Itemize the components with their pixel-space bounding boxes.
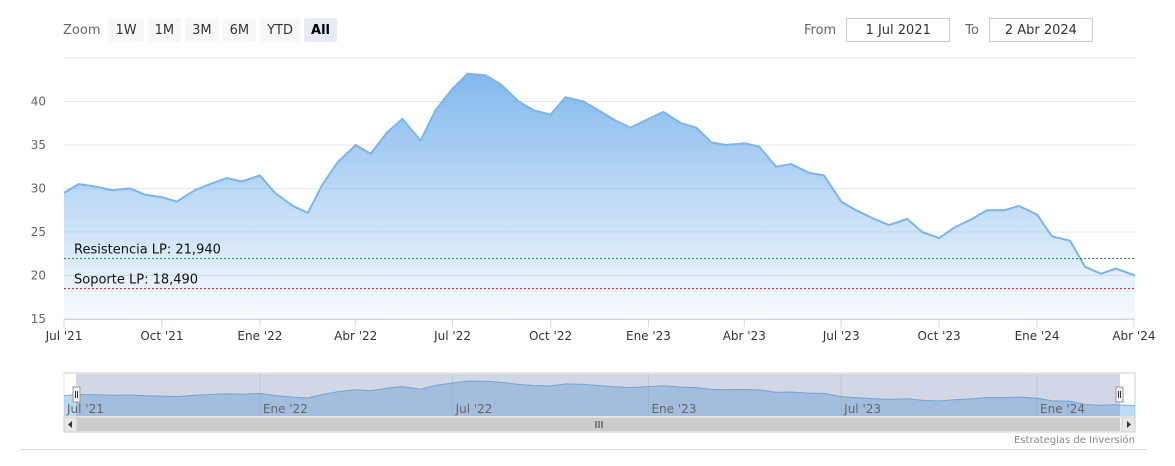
zoom-ytd-button[interactable]: YTD bbox=[260, 18, 301, 42]
arrow-right-icon bbox=[1127, 421, 1131, 428]
zoom-1w-button[interactable]: 1W bbox=[108, 18, 144, 42]
x-axis: Jul '21 Oct '21 Ene '22 Abr '22 Jul '22 Oct '… bbox=[45, 319, 1156, 343]
zoom-all-button[interactable]: All bbox=[304, 18, 337, 42]
navigator-tick-label: Ene '23 bbox=[651, 402, 696, 416]
navigator-tick-label: Jul '21 bbox=[66, 402, 104, 416]
navigator-tick-label: Ene '24 bbox=[1040, 402, 1085, 416]
y-tick-label: 35 bbox=[31, 138, 46, 152]
y-tick-label: 25 bbox=[31, 225, 46, 239]
arrow-left-icon bbox=[68, 421, 72, 428]
x-tick-label: Oct '22 bbox=[529, 329, 572, 343]
x-tick-label: Jul '21 bbox=[45, 329, 83, 343]
navigator-axis: Jul '21 Ene '22 Jul '22 Ene '23 Jul '23 Ene '… bbox=[66, 402, 1085, 416]
navigator-series bbox=[63, 380, 1136, 416]
zoom-selector: Zoom 1W 1M 3M 6M YTD All bbox=[63, 18, 337, 42]
y-axis: 15 20 25 30 35 40 bbox=[31, 95, 46, 327]
support-label: Soporte LP: 18,490 bbox=[74, 273, 198, 288]
x-tick-label: Ene '23 bbox=[626, 329, 671, 343]
support-resistance-lines: Resistencia LP: 21,940 Soporte LP: 18,490 bbox=[64, 243, 1135, 290]
series-area bbox=[64, 73, 1135, 319]
date-range-inputs: From 1 Jul 2021 To 2 Abr 2024 bbox=[804, 18, 1093, 42]
x-tick-label: Abr '22 bbox=[334, 329, 377, 343]
y-tick-label: 20 bbox=[31, 269, 46, 283]
scroll-right-button[interactable] bbox=[1121, 416, 1136, 433]
x-tick-label: Oct '21 bbox=[140, 329, 183, 343]
zoom-6m-button[interactable]: 6M bbox=[222, 18, 257, 42]
x-tick-label: Ene '24 bbox=[1015, 329, 1060, 343]
y-tick-label: 40 bbox=[31, 95, 46, 109]
scroll-left-button[interactable] bbox=[63, 416, 78, 433]
resistance-label: Resistencia LP: 21,940 bbox=[74, 243, 221, 258]
from-label: From bbox=[804, 22, 837, 38]
navigator-selected-range bbox=[76, 374, 1120, 416]
navigator-tick-label: Jul '23 bbox=[843, 402, 881, 416]
y-tick-label: 30 bbox=[31, 182, 46, 196]
from-date-input[interactable]: 1 Jul 2021 bbox=[846, 18, 951, 42]
divider bbox=[20, 449, 1147, 450]
credits-text: Estrategias de Inversión bbox=[1014, 435, 1135, 446]
x-tick-label: Abr '24 bbox=[1112, 329, 1155, 343]
plot-area bbox=[63, 72, 1136, 319]
navigator-right-handle[interactable] bbox=[1115, 386, 1124, 403]
to-date-input[interactable]: 2 Abr 2024 bbox=[988, 18, 1093, 42]
zoom-1m-button[interactable]: 1M bbox=[147, 18, 182, 42]
scrollbar-grip-icon bbox=[595, 421, 603, 428]
x-tick-label: Abr '23 bbox=[723, 329, 766, 343]
x-tick-label: Jul '22 bbox=[433, 329, 471, 343]
navigator-tick-label: Ene '22 bbox=[263, 402, 308, 416]
series-line bbox=[63, 72, 1136, 277]
navigator-line bbox=[63, 380, 1136, 407]
zoom-3m-button[interactable]: 3M bbox=[185, 18, 219, 42]
to-label: To bbox=[965, 22, 979, 38]
zoom-label: Zoom bbox=[63, 22, 101, 38]
navigator[interactable]: Jul '21 Ene '22 Jul '22 Ene '23 Jul '23 Ene '… bbox=[63, 372, 1136, 418]
x-tick-label: Ene '22 bbox=[237, 329, 282, 343]
x-tick-label: Jul '23 bbox=[822, 329, 860, 343]
y-tick-label: 15 bbox=[31, 312, 46, 326]
navigator-tick-label: Jul '22 bbox=[455, 402, 493, 416]
navigator-area bbox=[64, 381, 1135, 416]
scrollbar[interactable] bbox=[63, 416, 1136, 433]
navigator-left-handle[interactable] bbox=[72, 386, 81, 403]
x-tick-label: Oct '23 bbox=[918, 329, 961, 343]
